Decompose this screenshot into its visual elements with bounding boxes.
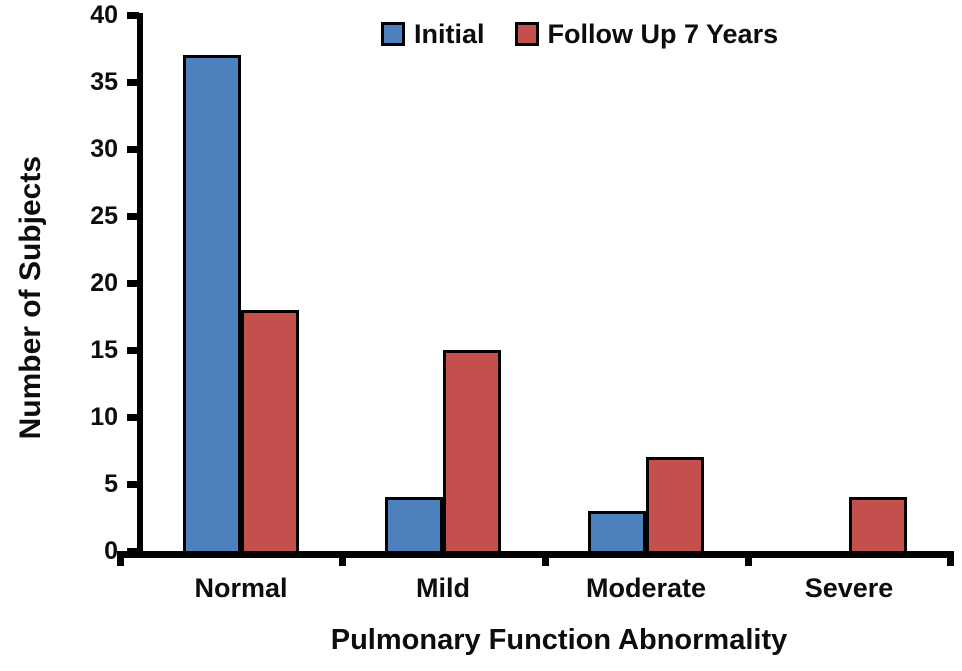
x-tick-4: [947, 551, 954, 566]
bar-initial-normal: [183, 55, 241, 558]
y-tick-40: [127, 12, 139, 19]
y-axis-title: Number of Subjects: [14, 156, 47, 440]
chart-legend: Initial Follow Up 7 Years: [381, 18, 779, 50]
y-tick-25: [127, 213, 139, 220]
legend-label-initial: Initial: [414, 18, 485, 49]
y-tick-label-20: 20: [90, 269, 118, 297]
y-tick-label-0: 0: [104, 537, 118, 565]
bar-initial-mild: [385, 497, 443, 558]
category-label-mild: Mild: [416, 573, 470, 603]
legend-label-follow-up-7-years: Follow Up 7 Years: [547, 18, 779, 49]
legend-swatch-initial: [381, 22, 405, 46]
y-tick-label-35: 35: [90, 68, 118, 96]
category-label-moderate: Moderate: [585, 573, 707, 603]
y-tick-0: [127, 548, 139, 555]
y-tick-5: [127, 481, 139, 488]
y-tick-35: [127, 79, 139, 86]
y-tick-label-25: 25: [90, 202, 118, 230]
bar-follow-up-7-years-mild: [443, 350, 501, 558]
x-tick-3: [745, 551, 752, 566]
legend-item-initial: Initial: [381, 19, 485, 50]
bar-follow-up-7-years-normal: [241, 309, 299, 558]
legend-item-follow-up-7-years: Follow Up 7 Years: [514, 18, 779, 50]
y-tick-15: [127, 347, 139, 354]
x-tick-1: [339, 551, 346, 566]
x-axis-title: Pulmonary Function Abnormality: [330, 624, 788, 656]
y-axis-line: [137, 13, 143, 558]
category-label-severe: Severe: [804, 573, 894, 603]
y-tick-label-30: 30: [90, 135, 118, 163]
y-tick-10: [127, 414, 139, 421]
legend-swatch-follow-up-7-years: [514, 22, 539, 46]
category-label-normal: Normal: [194, 573, 288, 603]
y-tick-label-10: 10: [90, 403, 118, 431]
bar-initial-moderate: [588, 510, 646, 558]
bar-follow-up-7-years-severe: [849, 497, 907, 558]
x-tick-2: [542, 551, 549, 566]
x-axis-line: [120, 551, 953, 558]
y-tick-20: [127, 280, 139, 287]
y-tick-label-5: 5: [104, 470, 118, 498]
y-tick-label-15: 15: [90, 336, 118, 364]
x-tick-0: [117, 551, 124, 566]
bar-follow-up-7-years-moderate: [646, 457, 704, 558]
y-tick-30: [127, 146, 139, 153]
y-tick-label-40: 40: [90, 1, 118, 29]
